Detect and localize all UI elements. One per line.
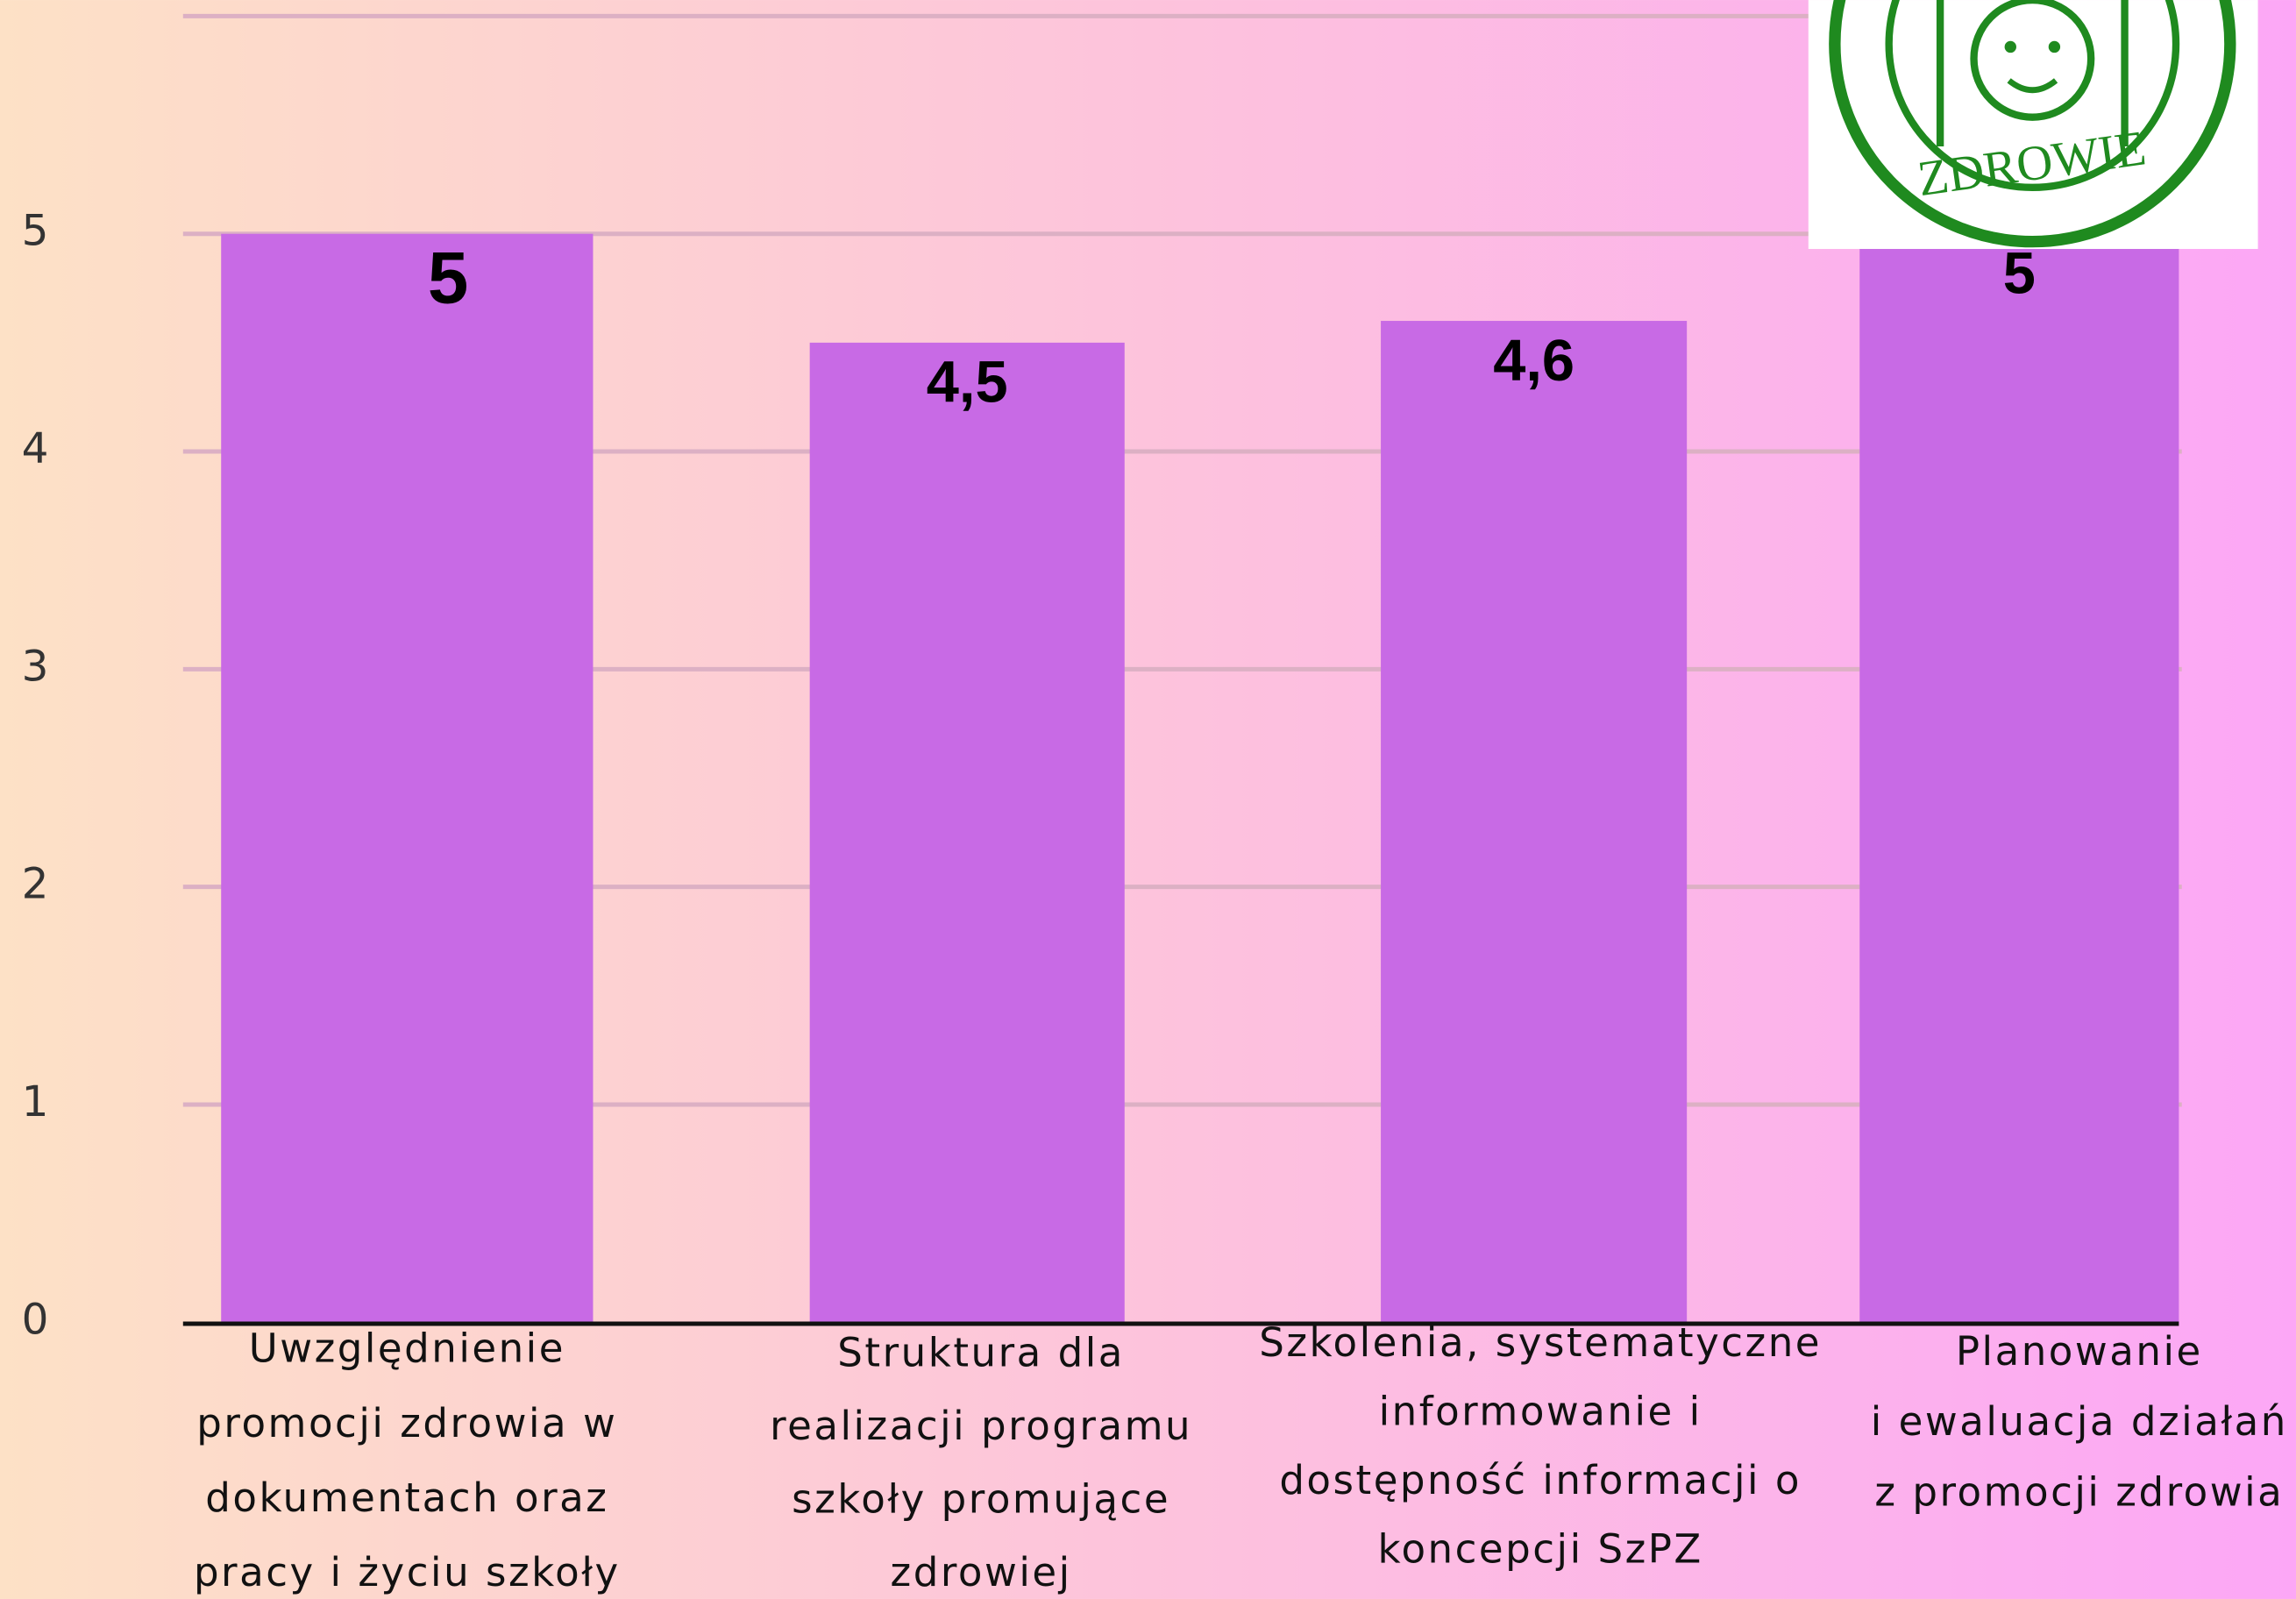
- y-tick-label: 2: [22, 860, 49, 909]
- logo-ring: [1829, 0, 2236, 248]
- x-tick-label: Struktura dla: [837, 1330, 1125, 1376]
- x-tick-label: realizacji programu: [770, 1403, 1192, 1449]
- x-tick-label: Szkolenia, systematyczne: [1259, 1319, 1822, 1366]
- x-tick-label: koncepcji SzPZ: [1377, 1526, 1702, 1573]
- plot-area: 0 1 2 3 4 5 5 Uwzględnienie promocji zdrowia w do…: [22, 13, 2288, 1595]
- value-label: 4,6: [1493, 329, 1575, 394]
- value-label: 5: [2003, 241, 2036, 306]
- logo-background: [1808, 0, 2258, 249]
- logo-inner-ring: [1885, 0, 2180, 191]
- y-tick-label: 3: [22, 642, 49, 691]
- logo: ZDROWIE: [1808, 0, 2258, 249]
- logo-eye: [2048, 40, 2061, 53]
- y-tick-label: 1: [22, 1077, 49, 1126]
- logo-smile: [2007, 78, 2058, 94]
- logo-house: [1936, 0, 2129, 147]
- y-tick-label: 5: [22, 207, 49, 256]
- x-tick-label: promocji zdrowia w: [196, 1400, 617, 1446]
- x-tick-label: z promocji zdrowia: [1874, 1468, 2284, 1515]
- x-tick-label: i ewaluacja działań: [1871, 1398, 2288, 1445]
- x-tick-label: Planowanie: [1956, 1328, 2203, 1375]
- logo-face: [1970, 0, 2095, 121]
- x-tick-label: szkoły promujące: [792, 1476, 1170, 1523]
- y-tick-label: 0: [22, 1295, 49, 1344]
- x-tick-label: informowanie i: [1379, 1389, 1702, 1435]
- value-label: 4,5: [927, 351, 1008, 416]
- bar: [1859, 233, 2179, 1323]
- y-tick-label: 4: [22, 424, 49, 473]
- logo-eye: [2004, 40, 2016, 53]
- x-tick-label: pracy i życiu szkoły: [194, 1549, 621, 1595]
- bar: [221, 233, 594, 1323]
- bar: [1381, 321, 1688, 1323]
- x-tick-label: dostępność informacji o: [1279, 1457, 1802, 1503]
- x-tick-label: dokumentach oraz: [205, 1475, 608, 1521]
- value-label: 5: [428, 237, 468, 319]
- x-tick-label: Uwzględnienie: [249, 1325, 565, 1372]
- x-tick-label: zdrowiej: [891, 1549, 1072, 1595]
- bar: [809, 342, 1125, 1323]
